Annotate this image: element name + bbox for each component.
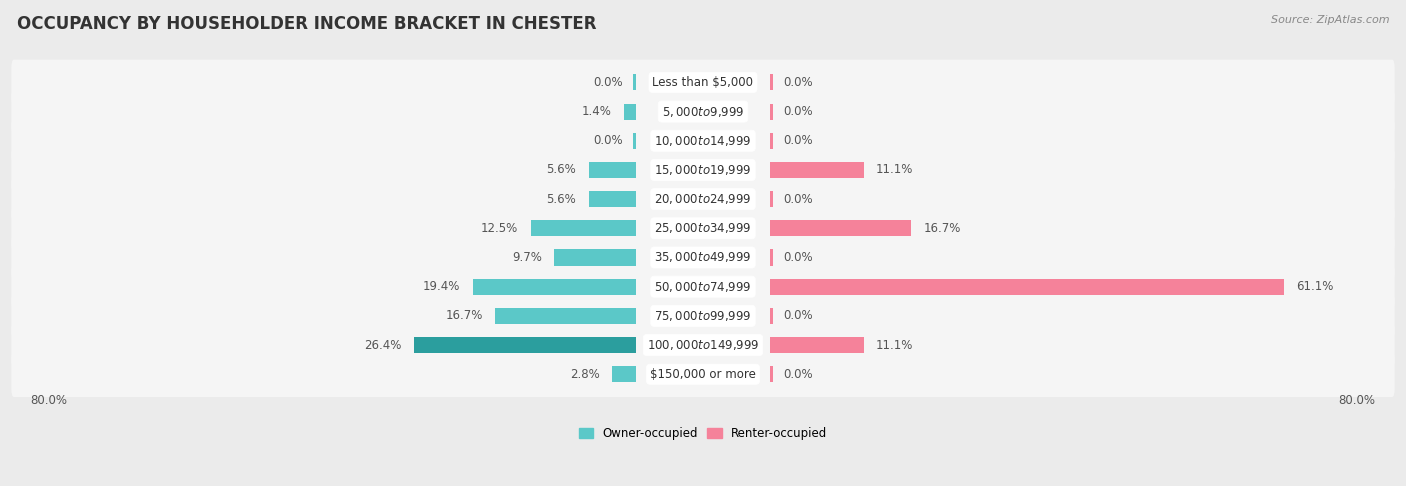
Text: 11.1%: 11.1% xyxy=(876,339,914,351)
Text: 0.0%: 0.0% xyxy=(783,134,813,147)
Bar xyxy=(612,366,636,382)
FancyBboxPatch shape xyxy=(11,351,1395,397)
Text: Less than $5,000: Less than $5,000 xyxy=(652,76,754,89)
FancyBboxPatch shape xyxy=(11,293,1395,339)
Legend: Owner-occupied, Renter-occupied: Owner-occupied, Renter-occupied xyxy=(574,422,832,445)
Text: 1.4%: 1.4% xyxy=(582,105,612,118)
Text: 2.8%: 2.8% xyxy=(569,368,599,381)
Bar xyxy=(633,133,636,149)
Bar xyxy=(770,220,911,236)
Text: $50,000 to $74,999: $50,000 to $74,999 xyxy=(654,279,752,294)
Text: 0.0%: 0.0% xyxy=(593,76,623,89)
Bar xyxy=(770,337,863,353)
Text: 26.4%: 26.4% xyxy=(364,339,401,351)
Text: Source: ZipAtlas.com: Source: ZipAtlas.com xyxy=(1271,15,1389,25)
Text: 0.0%: 0.0% xyxy=(783,368,813,381)
Bar xyxy=(495,308,636,324)
Text: 0.0%: 0.0% xyxy=(593,134,623,147)
Text: 5.6%: 5.6% xyxy=(547,192,576,206)
Text: 19.4%: 19.4% xyxy=(423,280,460,293)
Text: 0.0%: 0.0% xyxy=(783,310,813,322)
FancyBboxPatch shape xyxy=(11,176,1395,222)
Bar xyxy=(530,220,636,236)
Text: $10,000 to $14,999: $10,000 to $14,999 xyxy=(654,134,752,148)
Bar xyxy=(770,133,773,149)
Text: $100,000 to $149,999: $100,000 to $149,999 xyxy=(647,338,759,352)
Text: $150,000 or more: $150,000 or more xyxy=(650,368,756,381)
Text: 12.5%: 12.5% xyxy=(481,222,517,235)
Text: 0.0%: 0.0% xyxy=(783,192,813,206)
FancyBboxPatch shape xyxy=(11,235,1395,280)
FancyBboxPatch shape xyxy=(11,147,1395,193)
FancyBboxPatch shape xyxy=(11,89,1395,134)
FancyBboxPatch shape xyxy=(11,118,1395,163)
Bar xyxy=(770,162,863,178)
Text: 16.7%: 16.7% xyxy=(924,222,960,235)
Bar xyxy=(633,74,636,90)
Bar xyxy=(770,191,773,207)
Text: 11.1%: 11.1% xyxy=(876,163,914,176)
Text: 9.7%: 9.7% xyxy=(512,251,541,264)
Bar xyxy=(472,278,636,295)
Bar xyxy=(624,104,636,120)
Text: $75,000 to $99,999: $75,000 to $99,999 xyxy=(654,309,752,323)
Text: 5.6%: 5.6% xyxy=(547,163,576,176)
Bar xyxy=(554,249,636,265)
Bar xyxy=(770,249,773,265)
Text: 0.0%: 0.0% xyxy=(783,251,813,264)
Text: 16.7%: 16.7% xyxy=(446,310,482,322)
Text: 0.0%: 0.0% xyxy=(783,76,813,89)
Text: 80.0%: 80.0% xyxy=(1339,394,1375,407)
Text: 80.0%: 80.0% xyxy=(31,394,67,407)
Text: 61.1%: 61.1% xyxy=(1296,280,1334,293)
FancyBboxPatch shape xyxy=(11,206,1395,251)
Text: $15,000 to $19,999: $15,000 to $19,999 xyxy=(654,163,752,177)
Bar xyxy=(589,191,636,207)
Text: $35,000 to $49,999: $35,000 to $49,999 xyxy=(654,250,752,264)
Bar xyxy=(770,74,773,90)
Bar xyxy=(770,104,773,120)
Text: $20,000 to $24,999: $20,000 to $24,999 xyxy=(654,192,752,206)
Text: OCCUPANCY BY HOUSEHOLDER INCOME BRACKET IN CHESTER: OCCUPANCY BY HOUSEHOLDER INCOME BRACKET … xyxy=(17,15,596,33)
Bar xyxy=(770,278,1284,295)
Text: 0.0%: 0.0% xyxy=(783,105,813,118)
Bar xyxy=(770,308,773,324)
Text: $5,000 to $9,999: $5,000 to $9,999 xyxy=(662,104,744,119)
Bar xyxy=(770,366,773,382)
Bar xyxy=(589,162,636,178)
FancyBboxPatch shape xyxy=(11,322,1395,368)
Text: $25,000 to $34,999: $25,000 to $34,999 xyxy=(654,221,752,235)
FancyBboxPatch shape xyxy=(11,60,1395,105)
Bar xyxy=(413,337,636,353)
FancyBboxPatch shape xyxy=(11,264,1395,310)
